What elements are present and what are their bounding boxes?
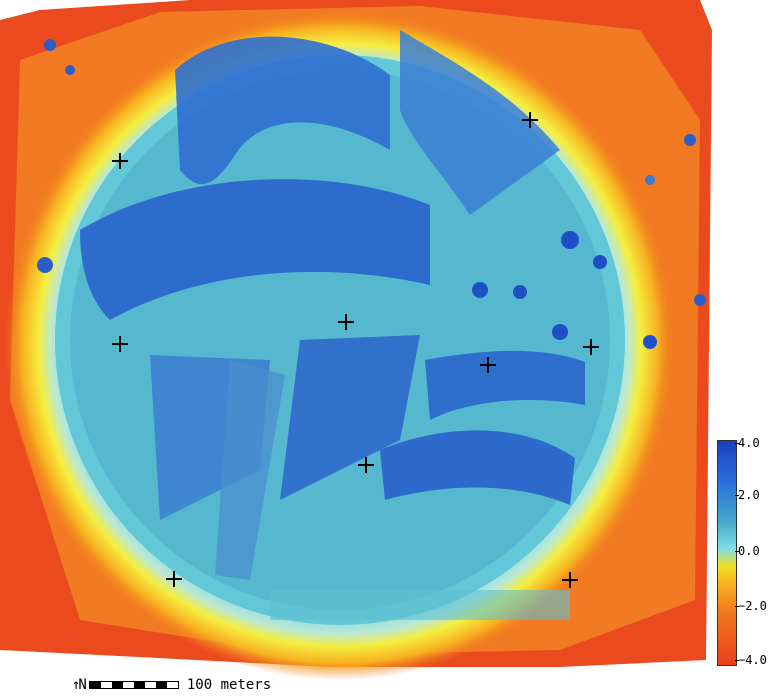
blue-strip-5 — [280, 335, 420, 500]
colorbar-tick-label: −2.0 — [738, 599, 767, 613]
scale-bar: ↑N 100 meters — [72, 674, 271, 696]
scale-segments — [88, 681, 179, 689]
survey-marker — [112, 153, 128, 169]
survey-marker — [166, 571, 182, 587]
blue-strip-1 — [175, 36, 390, 185]
survey-marker — [112, 336, 128, 352]
colorbar-tick-label: 4.0 — [738, 436, 760, 450]
survey-marker — [583, 339, 599, 355]
blue-strip-7 — [380, 430, 575, 505]
survey-marker — [480, 357, 496, 373]
dark-strip — [215, 360, 285, 580]
colorbar-tick-label: 0.0 — [738, 544, 760, 558]
survey-marker — [562, 572, 578, 588]
blue-strip-6 — [425, 350, 585, 420]
north-arrow-icon: ↑N — [72, 677, 87, 693]
blue-strip-3 — [400, 30, 560, 215]
survey-marker — [338, 314, 354, 330]
survey-marker — [358, 457, 374, 473]
elevation-colorbar — [717, 440, 737, 666]
blue-strip-2 — [80, 179, 430, 320]
colorbar-tick-label: 2.0 — [738, 488, 760, 502]
survey-marker — [522, 112, 538, 128]
lower-blocks — [270, 590, 570, 620]
scale-label: 100 meters — [186, 677, 272, 693]
colorbar-tick-label: −4.0 — [738, 653, 767, 667]
